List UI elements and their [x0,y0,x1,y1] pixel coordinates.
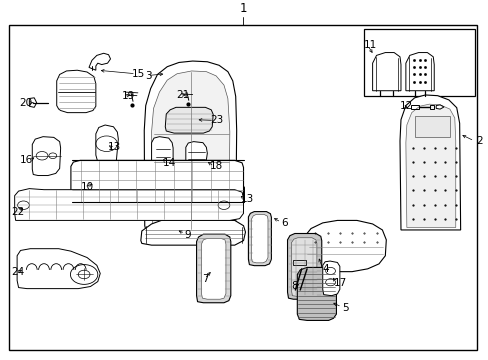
Bar [429,105,433,109]
Text: 17: 17 [333,278,346,288]
Bar [293,260,305,265]
Text: 16: 16 [20,156,33,165]
Text: 2: 2 [475,136,482,146]
Polygon shape [57,70,96,113]
Polygon shape [151,137,173,170]
Text: 19: 19 [122,91,135,101]
Polygon shape [227,181,244,207]
Text: 6: 6 [281,218,287,228]
Text: 23: 23 [210,116,223,125]
Polygon shape [251,215,267,263]
Text: 4: 4 [322,264,329,274]
Text: 13: 13 [107,142,121,152]
Polygon shape [291,238,316,296]
Text: 14: 14 [162,158,175,168]
Text: 9: 9 [184,230,191,239]
Polygon shape [196,234,230,303]
Text: 22: 22 [11,207,24,217]
Text: 13: 13 [240,194,253,204]
Text: 24: 24 [11,267,24,277]
Polygon shape [89,53,110,70]
Text: 7: 7 [202,274,209,284]
Polygon shape [32,137,61,176]
Bar [414,116,449,138]
Polygon shape [405,104,455,228]
Text: 18: 18 [210,161,223,171]
Text: 3: 3 [144,71,151,81]
Polygon shape [15,189,243,220]
Bar [364,28,474,96]
Polygon shape [322,261,339,296]
Text: 20: 20 [20,98,33,108]
Text: 11: 11 [364,40,377,50]
Text: 15: 15 [132,69,145,79]
Text: 8: 8 [290,282,297,292]
Polygon shape [71,160,243,203]
Text: 10: 10 [81,182,94,192]
Polygon shape [297,267,336,320]
Text: 5: 5 [341,303,348,313]
Polygon shape [302,220,386,272]
Text: 12: 12 [399,101,412,111]
Polygon shape [144,61,236,234]
Polygon shape [248,212,271,266]
Polygon shape [287,234,321,299]
Polygon shape [96,125,118,166]
Text: 21: 21 [176,90,189,100]
Polygon shape [29,98,37,107]
Polygon shape [165,107,213,133]
Polygon shape [405,53,433,91]
Polygon shape [151,71,229,229]
Text: 1: 1 [239,2,246,15]
Bar [410,105,418,109]
Polygon shape [185,141,207,173]
Polygon shape [372,53,400,91]
Polygon shape [17,249,100,289]
Polygon shape [201,238,225,299]
Polygon shape [435,105,443,109]
Polygon shape [141,220,245,245]
Polygon shape [399,95,460,230]
